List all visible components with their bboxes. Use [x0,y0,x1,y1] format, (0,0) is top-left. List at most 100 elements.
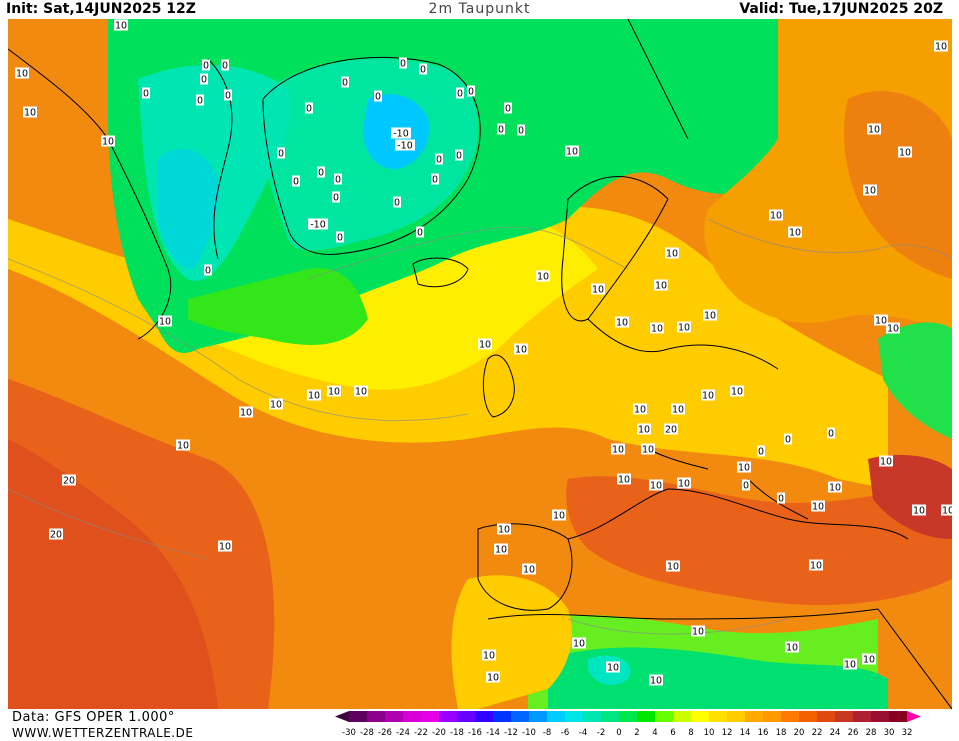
contour-label-bg [292,175,300,187]
legend-tick-label: -14 [486,728,500,738]
contour-label: 10 [786,643,798,654]
contour-label-bg [269,398,283,410]
contour-label-bg [455,149,463,161]
contour-label-bg [641,443,655,455]
contour-label: 10 [650,676,662,687]
contour-label-bg [456,87,464,99]
contour-label: 10 [666,249,678,260]
legend-tick-label: -24 [396,728,410,738]
legend-tick-label: 2 [634,728,639,738]
contour-label-bg [334,173,342,185]
contour-label-bg [307,389,321,401]
contour-label: 10 [498,525,510,536]
website-credit: WWW.WETTERZENTRALE.DE [12,726,194,740]
contour-label-bg [504,102,512,114]
contour-label-bg [419,63,427,75]
contour-label-bg [874,314,888,326]
contour-label-bg [497,123,505,135]
contour-label: 0 [400,59,406,70]
contour-label-bg [671,403,685,415]
contour-label-bg [327,385,341,397]
header-bar: Init: Sat,14JUN2025 12Z 2m Taupunkt Vali… [0,0,959,19]
coastlines [8,19,952,709]
contour-label-bg [399,57,407,69]
legend-tick-label: -18 [450,728,464,738]
contour-label: 0 [143,89,149,100]
contour-label: 0 [222,61,228,72]
contour-label-bg [393,196,401,208]
contour-label: 0 [337,233,343,244]
contour-label-bg [843,658,857,670]
contour-label: 10 [692,627,704,638]
chart-title: 2m Taupunkt [428,1,531,17]
field-orange-east-deep [844,91,952,279]
legend-swatch [367,711,385,722]
contour-label-bg [769,209,783,221]
contour-label: 10 [738,463,750,474]
contour-label-bg [552,509,566,521]
legend-tick-label: -28 [360,728,374,738]
contour-label: 10 [487,673,499,684]
contour-label-bg [565,145,579,157]
legend-swatch [349,711,367,722]
contour-label-bg [572,637,586,649]
contour-label: -10 [310,220,326,231]
contour-label: 0 [518,126,524,137]
legend-swatch [421,711,439,722]
contour-label-bg [777,492,785,504]
contour-label-bg [391,127,411,139]
legend-tick-label: 18 [776,728,787,738]
legend-tick-label: 20 [794,728,805,738]
contour-label: 10 [607,663,619,674]
contour-label: 0 [828,429,834,440]
contour-label-bg [703,309,717,321]
legend-swatch [871,711,889,722]
contour-label: 0 [498,125,504,136]
legend-tick-label: 8 [688,728,693,738]
field-yellow-iberia [451,575,572,709]
contour-label-bg [665,247,679,259]
contour-label-bg [934,40,948,52]
legend-swatch [709,711,727,722]
legend-swatch [403,711,421,722]
contour-label-bg [785,641,799,653]
contour-label: 10 [177,441,189,452]
contour-label: 10 [219,542,231,553]
legend-tick-label: 24 [830,728,841,738]
contour-label-bg [101,135,115,147]
contour-label: 10 [495,545,507,556]
contour-label: 10 [115,21,127,32]
contour-label: 0 [197,96,203,107]
legend-swatch [601,711,619,722]
contour-label: 10 [655,281,667,292]
contour-label: 10 [868,125,880,136]
contour-label: 10 [634,405,646,416]
contour-label: -10 [397,141,413,152]
contour-label-bg [617,473,631,485]
legend-swatch [529,711,547,722]
contour-label: 10 [537,272,549,283]
contour-label: 10 [355,387,367,398]
contour-label-bg [637,423,651,435]
contour-label-bg [374,90,382,102]
contour-label: 0 [375,92,381,103]
contour-label: 0 [432,175,438,186]
contour-label-bg [431,173,439,185]
legend-swatch [853,711,871,722]
legend-swatch [673,711,691,722]
legend-swatch [547,711,565,722]
contour-label: 0 [342,78,348,89]
contour-label-bg [867,123,881,135]
legend-swatch [565,711,583,722]
legend-swatch [511,711,529,722]
contour-label: 0 [785,435,791,446]
contour-label-bg [536,270,550,282]
contour-label-bg [467,85,475,97]
contour-label: 10 [829,483,841,494]
legend-tick-label: 32 [902,728,913,738]
legend-tick-label: -20 [432,728,446,738]
contour-label: 10 [16,69,28,80]
contour-label-bg [202,59,210,71]
contour-label: 10 [612,445,624,456]
contour-label-bg [912,504,926,516]
